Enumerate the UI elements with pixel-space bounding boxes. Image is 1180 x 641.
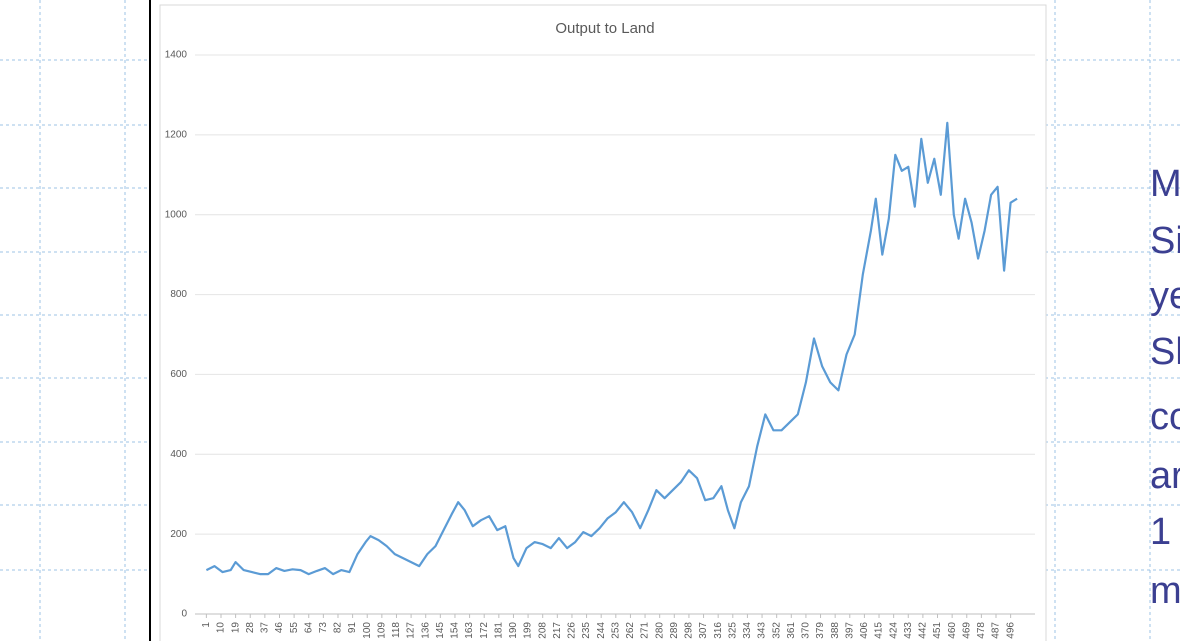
- x-tick-label: 307: [698, 622, 709, 639]
- x-tick-label: 109: [376, 622, 387, 639]
- side-text-line: 1: [1150, 511, 1172, 553]
- x-tick-label: 298: [684, 622, 695, 639]
- x-tick-label: 46: [274, 622, 285, 634]
- x-tick-label: 208: [537, 622, 548, 639]
- x-tick-label: 136: [420, 622, 431, 639]
- side-text-line: Si: [1150, 220, 1180, 262]
- x-tick-label: 325: [727, 622, 738, 639]
- x-tick-label: 361: [786, 622, 797, 639]
- x-tick-label: 190: [508, 622, 519, 639]
- x-tick-label: 28: [245, 622, 256, 634]
- x-tick-label: 226: [567, 622, 578, 639]
- x-tick-label: 37: [260, 622, 271, 634]
- x-tick-label: 217: [552, 622, 563, 639]
- x-tick-label: 145: [435, 622, 446, 639]
- x-tick-label: 289: [669, 622, 680, 639]
- y-tick-label: 1200: [165, 129, 188, 140]
- x-tick-label: 433: [903, 622, 914, 639]
- y-tick-label: 600: [170, 369, 187, 380]
- x-tick-label: 64: [303, 622, 314, 634]
- x-tick-label: 199: [523, 622, 534, 639]
- y-tick-label: 1000: [165, 209, 188, 220]
- x-tick-label: 253: [610, 622, 621, 639]
- x-tick-label: 91: [347, 622, 358, 634]
- side-text-line: ar: [1150, 455, 1180, 497]
- x-tick-label: 154: [450, 622, 461, 639]
- y-tick-label: 400: [170, 449, 187, 460]
- x-tick-label: 343: [757, 622, 768, 639]
- y-tick-label: 1400: [165, 50, 188, 61]
- x-tick-label: 352: [771, 622, 782, 639]
- y-tick-label: 0: [181, 609, 187, 620]
- x-tick-label: 370: [801, 622, 812, 639]
- x-tick-label: 172: [479, 622, 490, 639]
- side-text-line: ye: [1150, 275, 1180, 317]
- x-tick-label: 1: [201, 622, 212, 628]
- x-tick-label: 442: [918, 622, 929, 639]
- x-tick-label: 118: [391, 622, 402, 638]
- x-tick-label: 397: [844, 622, 855, 639]
- x-tick-label: 235: [581, 622, 592, 639]
- x-tick-label: 487: [991, 622, 1002, 639]
- x-tick-label: 181: [493, 622, 504, 639]
- x-tick-label: 10: [216, 622, 227, 634]
- x-tick-label: 73: [318, 622, 329, 634]
- side-text-line: M: [1150, 163, 1180, 205]
- x-tick-label: 244: [596, 622, 607, 639]
- x-tick-label: 19: [230, 622, 241, 634]
- x-tick-label: 388: [830, 622, 841, 639]
- x-tick-label: 379: [815, 622, 826, 639]
- x-tick-label: 271: [640, 622, 651, 639]
- x-tick-label: 55: [289, 622, 300, 634]
- x-tick-label: 334: [742, 622, 753, 639]
- x-tick-label: 415: [874, 622, 885, 639]
- x-tick-label: 478: [976, 622, 987, 639]
- x-tick-label: 496: [1005, 622, 1016, 639]
- y-tick-label: 800: [170, 289, 187, 300]
- x-tick-label: 127: [406, 622, 417, 639]
- x-tick-label: 460: [947, 622, 958, 639]
- side-text-line: Sl: [1150, 331, 1180, 373]
- x-tick-label: 82: [333, 622, 344, 634]
- x-tick-label: 163: [464, 622, 475, 639]
- x-tick-label: 424: [888, 622, 899, 639]
- x-tick-label: 100: [362, 622, 373, 639]
- chart-title: Output to Land: [555, 20, 654, 37]
- x-tick-label: 280: [654, 622, 665, 639]
- x-tick-label: 262: [625, 622, 636, 639]
- x-tick-label: 406: [859, 622, 870, 639]
- y-tick-label: 200: [170, 529, 187, 540]
- side-text-line: co: [1150, 396, 1180, 438]
- x-tick-label: 451: [932, 622, 943, 639]
- side-text-line: m: [1150, 570, 1180, 612]
- data-line: [205, 121, 1018, 576]
- x-tick-label: 469: [961, 622, 972, 639]
- x-tick-label: 316: [713, 622, 724, 639]
